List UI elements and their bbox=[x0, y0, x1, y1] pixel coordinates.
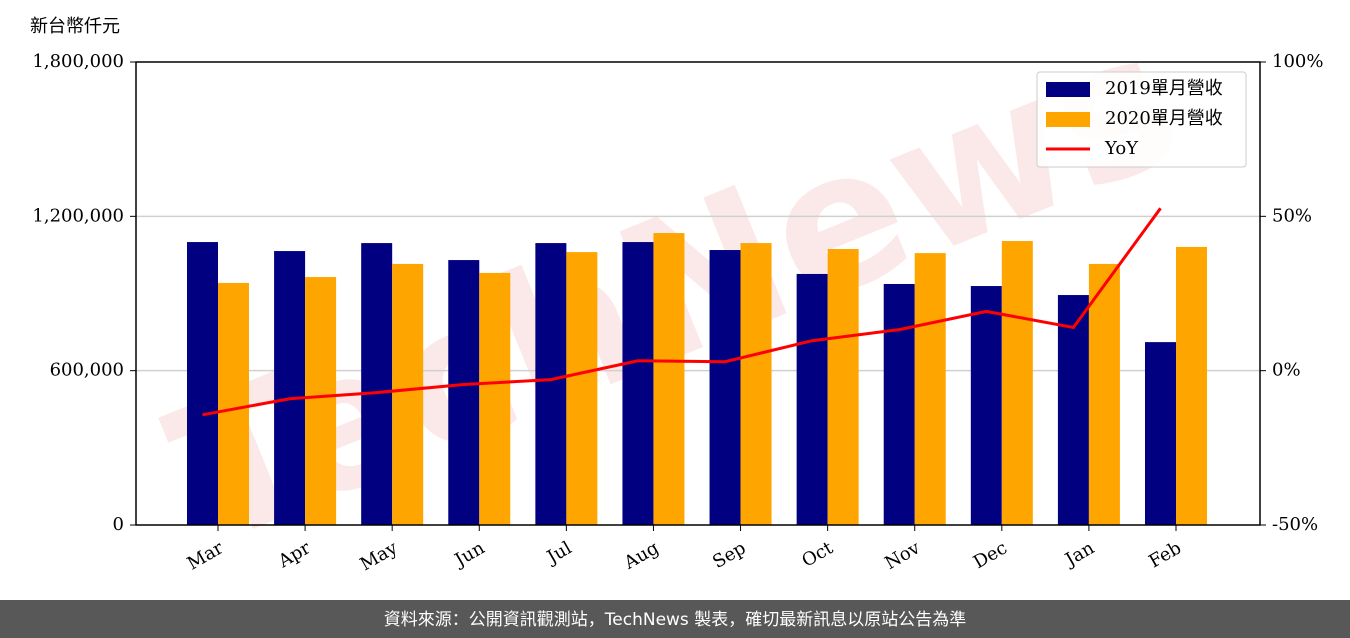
bar bbox=[740, 243, 772, 525]
x-tick-label: Jun bbox=[450, 537, 489, 572]
y-tick-label: 1,800,000 bbox=[32, 51, 124, 72]
legend-label: 2020單月營收 bbox=[1105, 108, 1223, 129]
bar bbox=[361, 243, 393, 525]
legend-swatch bbox=[1046, 82, 1090, 97]
x-tick-label: Jan bbox=[1060, 537, 1098, 571]
bar bbox=[914, 253, 946, 526]
bar bbox=[479, 272, 511, 525]
bar bbox=[566, 252, 598, 525]
y-tick-label: 1,200,000 bbox=[32, 205, 124, 226]
bar bbox=[1001, 241, 1033, 525]
y2-tick-label: 0% bbox=[1272, 360, 1301, 381]
bar bbox=[970, 286, 1002, 525]
line bbox=[202, 207, 1162, 417]
bar bbox=[883, 283, 915, 525]
x-tick-label: Dec bbox=[970, 537, 1011, 573]
bar bbox=[187, 242, 218, 526]
legend-label: 2019單月營收 bbox=[1105, 78, 1223, 99]
y2-tick-label: 100% bbox=[1272, 51, 1323, 72]
unit-label: 新台幣仟元 bbox=[30, 16, 120, 37]
x-tick-label: Feb bbox=[1145, 537, 1185, 572]
bar bbox=[796, 273, 828, 525]
legend-label: YoY bbox=[1104, 138, 1139, 159]
bar bbox=[1176, 246, 1207, 525]
y2-tick-label: 50% bbox=[1272, 205, 1312, 226]
bar bbox=[1088, 263, 1120, 525]
plot-frame bbox=[135, 61, 1261, 526]
bar bbox=[274, 251, 306, 525]
bar bbox=[709, 250, 741, 525]
bar bbox=[653, 233, 685, 525]
bar bbox=[622, 242, 654, 526]
legend-swatch bbox=[1046, 112, 1090, 127]
footer-bar bbox=[0, 600, 1350, 638]
footer-text: 資料來源：公開資訊觀測站，TechNews 製表，確切最新訊息以原站公告為準 bbox=[384, 610, 966, 630]
x-tick-label: Nov bbox=[881, 537, 924, 574]
y-tick-label: 0 bbox=[113, 514, 124, 535]
x-tick-label: Aug bbox=[620, 537, 663, 574]
bar bbox=[305, 277, 337, 525]
x-tick-label: May bbox=[357, 537, 402, 575]
bar bbox=[1057, 295, 1089, 525]
x-tick-label: Jul bbox=[542, 537, 576, 569]
y-tick-label: 600,000 bbox=[50, 360, 124, 381]
bar bbox=[535, 243, 567, 525]
bar bbox=[218, 282, 249, 525]
bar bbox=[827, 249, 859, 525]
y2-tick-label: -50% bbox=[1272, 514, 1318, 535]
x-tick-label: Sep bbox=[709, 537, 749, 572]
bar bbox=[392, 263, 424, 525]
bar bbox=[1145, 342, 1176, 525]
bar bbox=[448, 260, 480, 525]
x-tick-label: Oct bbox=[798, 537, 837, 572]
